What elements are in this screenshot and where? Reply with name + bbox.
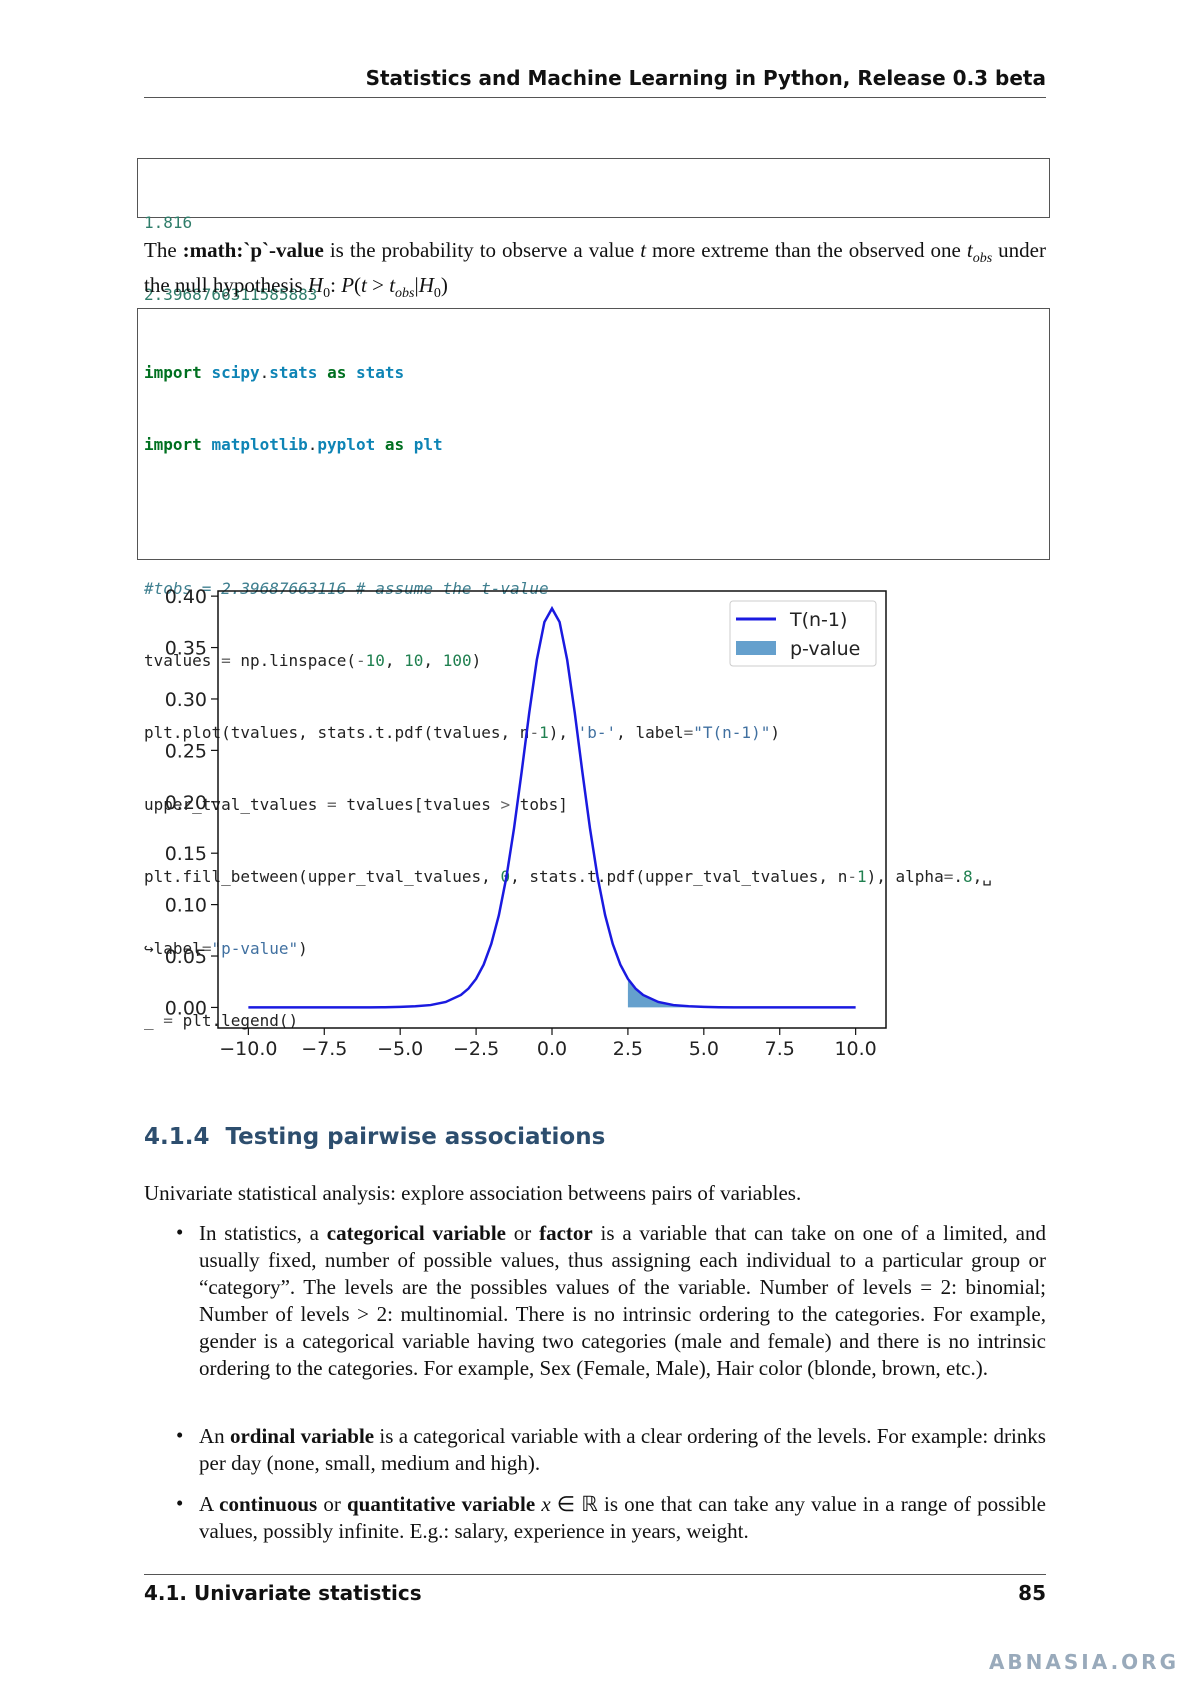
x-tick-label: 0.0 <box>537 1038 567 1060</box>
math: 0 <box>433 286 441 302</box>
text: : <box>330 273 342 298</box>
text: or <box>506 1221 540 1245</box>
y-tick-label: 0.40 <box>165 586 207 608</box>
term: factor <box>539 1221 593 1245</box>
legend-label: T(n-1) <box>789 609 847 631</box>
code-line: upper_tval_tvalues = tvalues[tvalues > t… <box>144 795 568 814</box>
bullet-text: In statistics, a categorical variable or… <box>199 1220 1046 1382</box>
bullet-text: A continuous or quantitative variable x … <box>199 1491 1046 1545</box>
text: The <box>144 238 183 262</box>
code-line: plt.plot(tvalues, stats.t.pdf(tvalues, n… <box>144 723 780 742</box>
bullet: • <box>176 1423 184 1447</box>
code-line: import matplotlib.pyplot as plt <box>144 435 443 454</box>
term: ordinal variable <box>229 1424 375 1448</box>
y-tick-label: 0.30 <box>165 689 207 711</box>
y-tick-label: 0.35 <box>165 638 207 660</box>
y-tick-label: 0.00 <box>165 997 207 1019</box>
output-line: 2.3968766311585883 <box>144 285 318 304</box>
math: t <box>640 238 647 262</box>
code-line: plt.fill_between(upper_tval_tvalues, 0, … <box>144 867 992 886</box>
math: ) <box>440 273 448 298</box>
text: In statistics, a <box>199 1221 327 1245</box>
legend-label: p-value <box>790 638 860 660</box>
footer-rule <box>144 1574 1046 1575</box>
text: is a categorical variable with a clear o… <box>199 1424 1046 1475</box>
text: An <box>199 1424 230 1448</box>
term: quantitative variable <box>347 1492 536 1516</box>
code-line: _ = plt.legend() <box>144 1011 299 1030</box>
x-tick-label: 5.0 <box>689 1038 719 1060</box>
page-number: 85 <box>1018 1581 1046 1605</box>
text: under the null hypothesis <box>144 238 1046 298</box>
x-tick-label: 7.5 <box>765 1038 795 1060</box>
text: is the probability to observe a value <box>323 238 641 262</box>
text: :math:`p`-value <box>182 238 324 262</box>
math: obs <box>395 286 415 302</box>
math: obs <box>972 251 993 267</box>
blank-line <box>144 505 1049 529</box>
math: 0 <box>323 286 331 302</box>
code-line: tvalues = np.linspace(-10, 10, 100) <box>144 651 482 670</box>
p-value-area <box>627 978 856 1008</box>
text: is a variable that can take on one of a … <box>199 1221 1046 1380</box>
x-tick-label: −2.5 <box>453 1038 499 1060</box>
text: A <box>199 1492 220 1516</box>
y-tick-label: 0.15 <box>165 843 207 865</box>
math: x <box>541 1492 551 1516</box>
term: categorical variable <box>326 1221 507 1245</box>
x-tick-label: 2.5 <box>613 1038 643 1060</box>
code-line: ↪label="p-value") <box>144 939 308 958</box>
bullet-text: An ordinal variable is a categorical var… <box>199 1423 1046 1477</box>
section-title: Testing pairwise associations <box>225 1124 606 1150</box>
code-line: #tobs = 2.39687663116 # assume the t-val… <box>144 579 549 598</box>
watermark: ABNASIA.ORG <box>988 1650 1179 1674</box>
x-tick-label: −7.5 <box>301 1038 347 1060</box>
output-block: 1.816 2.3968766311585883 <box>137 158 1050 304</box>
math: H <box>307 273 324 298</box>
chart: −10.0 −7.5 −5.0 −2.5 0.0 2.5 5.0 7.5 10.0 0.00 0.0… <box>165 586 887 1060</box>
y-tick-label: 0.25 <box>165 740 207 762</box>
header-rule <box>144 97 1046 98</box>
bullet: • <box>176 1220 184 1244</box>
text: ∈ ℝ is one that can take any value in a … <box>199 1492 1046 1543</box>
intro: Univariate statistical analysis: explore… <box>144 1181 802 1205</box>
section-number: 4.1.4 <box>144 1124 210 1150</box>
running-header: Statistics and Machine Learning in Pytho… <box>365 66 1046 90</box>
math: H <box>418 273 434 298</box>
output-line: 1.816 <box>144 213 193 232</box>
text: more extreme than the observed one <box>646 238 967 262</box>
x-tick-label: −10.0 <box>219 1038 277 1060</box>
bullet: • <box>176 1491 184 1515</box>
math: ( <box>354 273 362 298</box>
math: > <box>366 273 390 298</box>
y-tick-label: 0.05 <box>165 946 207 968</box>
y-tick-label: 0.20 <box>165 792 207 814</box>
x-tick-label: 10.0 <box>834 1038 876 1060</box>
code-line: import scipy.stats as stats <box>144 363 405 382</box>
x-tick-label: −5.0 <box>377 1038 423 1060</box>
math: | <box>414 273 419 298</box>
curve <box>248 605 856 1009</box>
legend-key <box>736 641 776 655</box>
footer-section: 4.1. Univariate statistics <box>144 1581 422 1605</box>
y-tick-label: 0.10 <box>165 895 207 917</box>
math: t <box>361 273 367 298</box>
section-heading: 4.1.4 Testing pairwise associations <box>144 1124 605 1150</box>
term: continuous <box>219 1492 318 1516</box>
text: or <box>317 1492 347 1516</box>
paragraph: The :math:`p`-value is the probability t… <box>144 237 1046 307</box>
code-block: import scipy.stats as stats import matpl… <box>137 308 1050 1030</box>
math: t <box>389 273 396 298</box>
math: t <box>966 238 973 262</box>
math: P <box>341 273 355 298</box>
